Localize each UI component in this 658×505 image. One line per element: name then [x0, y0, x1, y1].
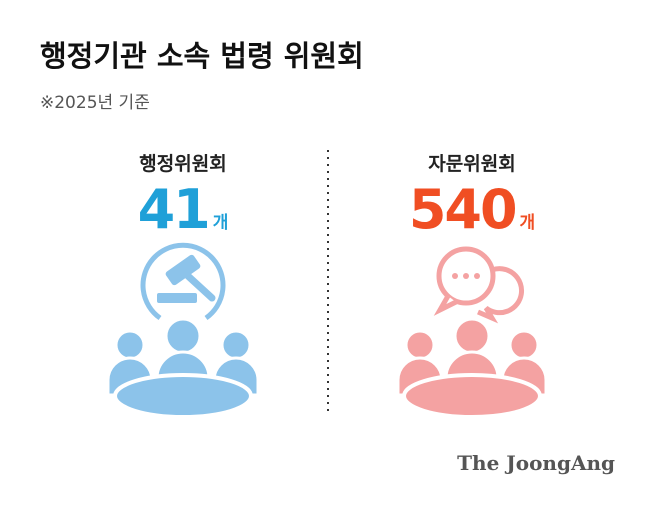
dot	[452, 273, 458, 279]
gavel-base	[157, 293, 197, 303]
head	[453, 317, 491, 355]
head	[164, 317, 202, 355]
panel-label: 행정위원회	[139, 153, 226, 175]
circle-outline	[140, 242, 226, 321]
dot	[463, 273, 469, 279]
people-icon	[396, 317, 548, 419]
gavel-icon	[140, 242, 226, 321]
title: 행정기관 소속 법령 위원회	[40, 39, 364, 73]
subtitle: ※2025년 기준	[40, 93, 150, 113]
panel-value: 41 개	[138, 178, 229, 241]
people-icon	[106, 317, 260, 419]
bubble	[477, 266, 525, 324]
table	[402, 373, 542, 419]
head	[220, 329, 252, 361]
value: 540	[409, 178, 516, 241]
panel-value: 540 개	[409, 178, 535, 241]
table	[113, 373, 253, 419]
gavel-handle	[184, 272, 216, 302]
unit: 개	[520, 213, 536, 233]
dot	[474, 273, 480, 279]
unit: 개	[213, 213, 229, 233]
gavel-head	[165, 254, 201, 286]
head	[508, 329, 540, 361]
value: 41	[138, 178, 209, 241]
logo: The JoongAng	[457, 451, 615, 475]
head	[404, 329, 436, 361]
panel-label: 자문위원회	[428, 153, 515, 175]
chat-icon	[433, 246, 525, 324]
head	[114, 329, 146, 361]
bubble-tail	[433, 294, 458, 316]
